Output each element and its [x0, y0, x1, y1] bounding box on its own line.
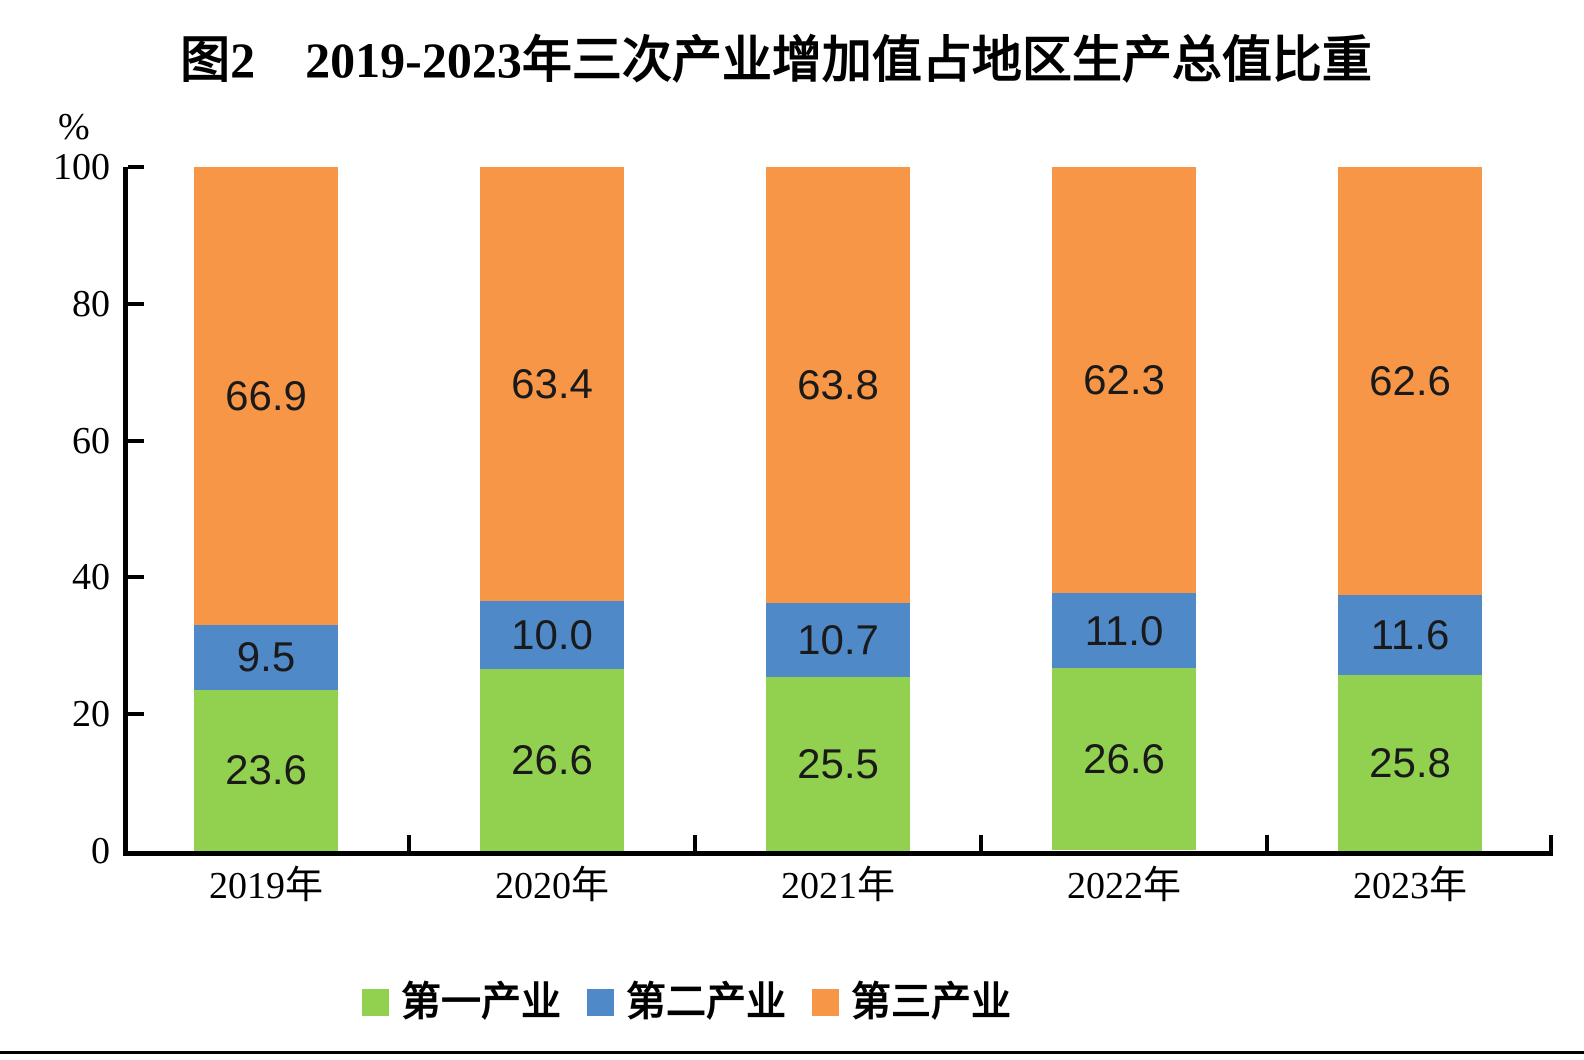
bar-segment-s1: 11.6 [1338, 595, 1482, 675]
legend-swatch [812, 988, 839, 1016]
bar-segment-s2: 62.3 [1052, 167, 1196, 594]
bar-segment-s2: 63.8 [766, 167, 910, 604]
bar-2021年: 63.8 10.7 25.5 [766, 167, 910, 851]
chart-title: 图2 2019-2023年三次产业增加值占地区生产总值比重 [180, 32, 1372, 88]
y-tick-40 [128, 575, 144, 580]
bar-segment-s0: 23.6 [194, 689, 338, 851]
bar-2023年: 62.6 11.6 25.8 [1338, 167, 1482, 851]
y-tick-label-20: 20 [72, 693, 110, 736]
legend-swatch [362, 988, 389, 1016]
bar-segment-s1: 10.7 [766, 603, 910, 677]
x-tick-4 [1265, 835, 1269, 851]
y-axis-line [123, 167, 128, 856]
bar-segment-s0: 26.6 [1052, 668, 1196, 851]
value-label: 63.4 [511, 359, 593, 407]
y-tick-label-40: 40 [72, 556, 110, 599]
y-tick-80 [128, 301, 144, 306]
value-label: 62.3 [1083, 356, 1165, 404]
y-tick-label-60: 60 [72, 419, 110, 462]
legend-label: 第三产业 [851, 979, 1011, 1024]
value-label: 62.6 [1369, 357, 1451, 405]
bar-segment-s0: 26.6 [480, 669, 624, 851]
value-label: 63.8 [797, 361, 879, 409]
legend-item-s1: 第二产业 [587, 982, 786, 1022]
value-label: 25.8 [1369, 738, 1451, 786]
value-label: 25.5 [797, 739, 879, 787]
bar-segment-s1: 10.0 [480, 600, 624, 670]
value-label: 66.9 [225, 371, 307, 419]
y-tick-60 [128, 438, 144, 443]
bar-2022年: 62.3 11.0 26.6 [1052, 167, 1196, 851]
value-label: 26.6 [1083, 735, 1165, 783]
y-tick-label-0: 0 [91, 830, 110, 872]
bar-segment-s2: 62.6 [1338, 167, 1482, 596]
value-label: 11.6 [1370, 610, 1450, 658]
y-axis-unit-label: % [58, 106, 90, 148]
value-label: 10.7 [797, 615, 879, 663]
value-label: 11.0 [1084, 606, 1164, 654]
x-tick-label-2019年: 2019年 [208, 865, 323, 907]
y-tick-20 [128, 712, 144, 717]
x-tick-2 [693, 835, 697, 851]
y-tick-label-100: 100 [53, 146, 110, 188]
bar-segment-s0: 25.8 [1338, 674, 1482, 851]
x-tick-3 [979, 835, 983, 851]
value-label: 9.5 [236, 633, 296, 681]
bar-2020年: 63.4 10.0 26.6 [480, 167, 624, 851]
bar-segment-s1: 9.5 [194, 624, 338, 690]
x-tick-label-2021年: 2021年 [780, 865, 895, 907]
bar-2019年: 66.9 9.5 23.6 [194, 167, 338, 851]
bar-segment-s2: 66.9 [194, 167, 338, 625]
legend-label: 第二产业 [626, 979, 786, 1024]
value-label: 23.6 [225, 746, 307, 794]
bottom-divider [0, 1051, 1584, 1054]
bar-segment-s1: 11.0 [1052, 593, 1196, 669]
x-tick-label-2023年: 2023年 [1352, 865, 1467, 907]
x-tick-label-2020年: 2020年 [494, 865, 609, 907]
value-label: 26.6 [511, 736, 593, 783]
x-tick-1 [407, 835, 411, 851]
bar-segment-s0: 25.5 [766, 676, 910, 851]
x-axis-line [123, 851, 1553, 856]
legend-swatch [587, 988, 614, 1016]
y-tick-100 [128, 165, 144, 169]
y-tick-label-80: 80 [72, 282, 110, 325]
x-tick-label-2022年: 2022年 [1066, 865, 1181, 907]
legend: 第一产业 第二产业 第三产业 [362, 982, 1011, 1022]
legend-label: 第一产业 [401, 979, 561, 1024]
bar-segment-s2: 63.4 [480, 167, 624, 601]
legend-item-s2: 第三产业 [812, 982, 1011, 1022]
value-label: 10.0 [511, 610, 593, 658]
legend-item-s0: 第一产业 [362, 982, 561, 1022]
x-tick-5 [1549, 835, 1553, 851]
